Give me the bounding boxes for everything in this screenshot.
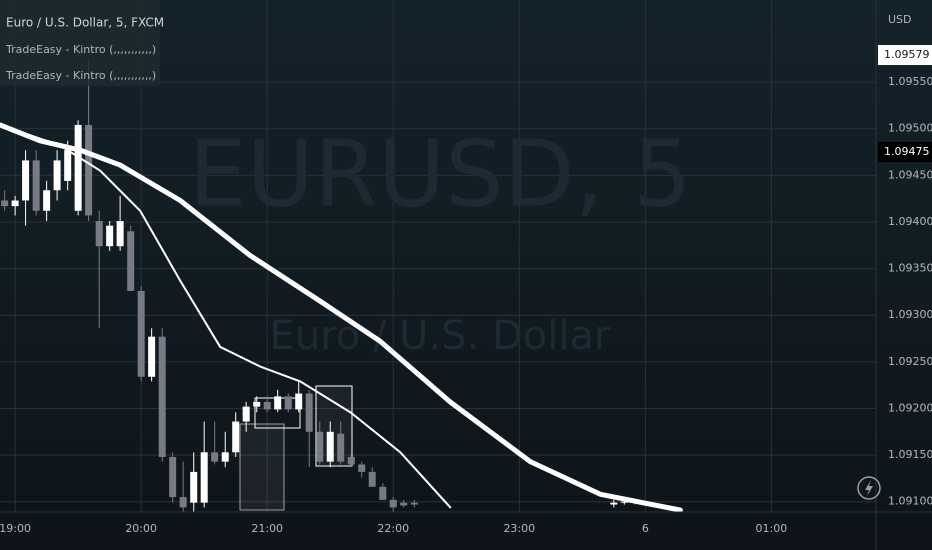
candle-body <box>190 471 198 503</box>
candle-body <box>32 160 40 211</box>
price-marker <box>878 45 932 66</box>
y-tick-label: 1.09150 <box>888 448 932 461</box>
candle-body <box>127 231 135 291</box>
candle-body <box>400 502 408 506</box>
y-tick-label: 1.09550 <box>888 75 932 88</box>
candle-body <box>620 501 628 503</box>
candle-body <box>274 396 282 410</box>
plot-area <box>0 59 683 512</box>
grid <box>0 0 876 512</box>
indicator-line <box>0 122 683 512</box>
y-tick-label: 1.09100 <box>888 495 932 508</box>
x-tick-label: 22:00 <box>377 522 409 535</box>
lightning-icon <box>865 480 873 496</box>
price-marker-label: 1.09579 <box>884 48 930 61</box>
candle-body <box>389 499 397 508</box>
candle-body <box>221 452 229 462</box>
candle-body <box>368 471 376 487</box>
candle-body <box>358 464 366 472</box>
candle-body <box>137 290 145 377</box>
currency-label: USD <box>888 13 912 26</box>
candle-body <box>106 225 114 247</box>
candle-body <box>242 406 250 422</box>
candle-body <box>74 124 82 211</box>
x-tick-label: 6 <box>642 522 649 535</box>
x-tick-label: 21:00 <box>251 522 283 535</box>
price-marker-label: 1.09475 <box>884 145 930 158</box>
candle-body <box>326 431 334 462</box>
candle-body <box>158 336 166 457</box>
legend-entry: TradeEasy - Kintro (,,,,,,,,,,,) <box>5 43 156 56</box>
x-tick-label: 01:00 <box>756 522 788 535</box>
watermark: EURUSD, 5 <box>189 120 692 227</box>
candle-body <box>305 393 313 432</box>
candle-body <box>169 456 177 498</box>
candle-body <box>116 221 124 247</box>
y-tick-label: 1.09300 <box>888 308 932 321</box>
candle-body <box>295 393 303 410</box>
candle-body <box>347 456 355 465</box>
candle-body <box>316 431 324 462</box>
drawing-box <box>239 423 285 511</box>
chart-title: Euro / U.S. Dollar, 5, FXCM <box>6 16 164 30</box>
candle-body <box>53 160 61 191</box>
candle-body <box>211 452 219 462</box>
candle-body <box>200 452 208 503</box>
candle-body <box>379 486 387 500</box>
candle-body <box>337 433 345 462</box>
candle-body <box>179 497 187 508</box>
indicator-line <box>0 123 452 509</box>
y-tick-label: 1.09500 <box>888 122 932 135</box>
legend-panel <box>0 0 160 86</box>
candle-body <box>43 190 51 211</box>
drawing-box <box>315 385 353 467</box>
price-marker <box>878 142 932 163</box>
y-tick-label: 1.09400 <box>888 215 932 228</box>
y-tick-label: 1.09350 <box>888 262 932 275</box>
x-tick-label: 19:00 <box>0 522 31 535</box>
lightning-button[interactable] <box>857 476 881 500</box>
y-tick-label: 1.09250 <box>888 355 932 368</box>
watermark-subtitle: Euro / U.S. Dollar <box>270 313 611 359</box>
candle-body <box>253 401 261 407</box>
x-tick-label: 20:00 <box>125 522 157 535</box>
candle-body <box>95 221 103 247</box>
x-tick-label: 23:00 <box>503 522 535 535</box>
candle-body <box>284 396 292 410</box>
candle-body <box>1 200 9 207</box>
candle-body <box>610 502 618 505</box>
candle-body <box>263 401 271 410</box>
candle-body <box>148 336 156 377</box>
candle-body <box>22 160 30 201</box>
candle-body <box>85 124 93 216</box>
y-tick-label: 1.09450 <box>888 168 932 181</box>
y-tick-label: 1.09200 <box>888 401 932 414</box>
candle-body <box>232 421 240 453</box>
candle-body <box>64 150 72 181</box>
candle-body <box>410 502 418 505</box>
candle-body <box>11 200 19 207</box>
legend-entry: TradeEasy - Kintro (,,,,,,,,,,,) <box>5 69 156 82</box>
axes: 1.09100 1.09150 1.09200 1.09250 1.09300 1.093… <box>0 45 932 535</box>
